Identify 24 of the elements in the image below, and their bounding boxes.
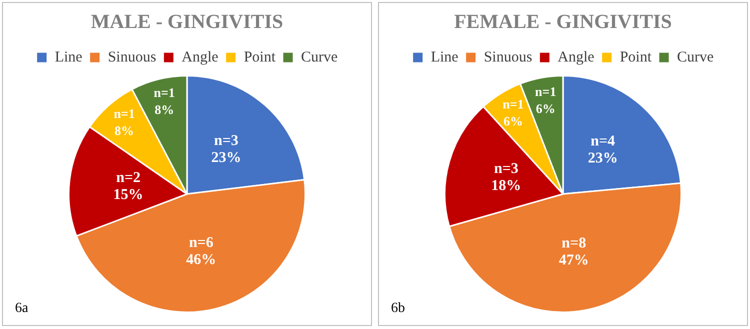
text: 6a bbox=[15, 301, 28, 317]
text: 6b bbox=[391, 301, 405, 317]
chart-title: MALE - GINGIVITIS bbox=[90, 11, 284, 34]
data-label: n=8 47% bbox=[558, 235, 589, 268]
legend-label: Angle bbox=[558, 49, 595, 66]
legend-label: Angle bbox=[182, 49, 219, 66]
data-label: n=2 15% bbox=[113, 170, 144, 204]
data-label: n=1 6% bbox=[502, 96, 524, 128]
data-label: n=4 23% bbox=[588, 134, 618, 167]
legend-label: Sinuous bbox=[484, 49, 532, 66]
data-label: n=1 8% bbox=[154, 85, 175, 118]
legend-label: Line bbox=[54, 49, 83, 66]
legend-label: Point bbox=[620, 49, 652, 66]
data-label: n=3 23% bbox=[211, 133, 242, 166]
legend-label: Curve bbox=[677, 49, 714, 66]
data-label: n=6 46% bbox=[186, 234, 216, 268]
data-label: n=3 18% bbox=[491, 161, 522, 194]
chart-title: FEMALE - GINGIVITIS bbox=[454, 11, 672, 34]
legend-label: Curve bbox=[301, 49, 338, 66]
legend-label: Point bbox=[244, 49, 276, 66]
legend-label: Line bbox=[430, 49, 459, 66]
legend-label: Sinuous bbox=[108, 49, 156, 66]
data-label: n=1 8% bbox=[114, 106, 135, 138]
data-label: n=1 6% bbox=[535, 84, 556, 116]
